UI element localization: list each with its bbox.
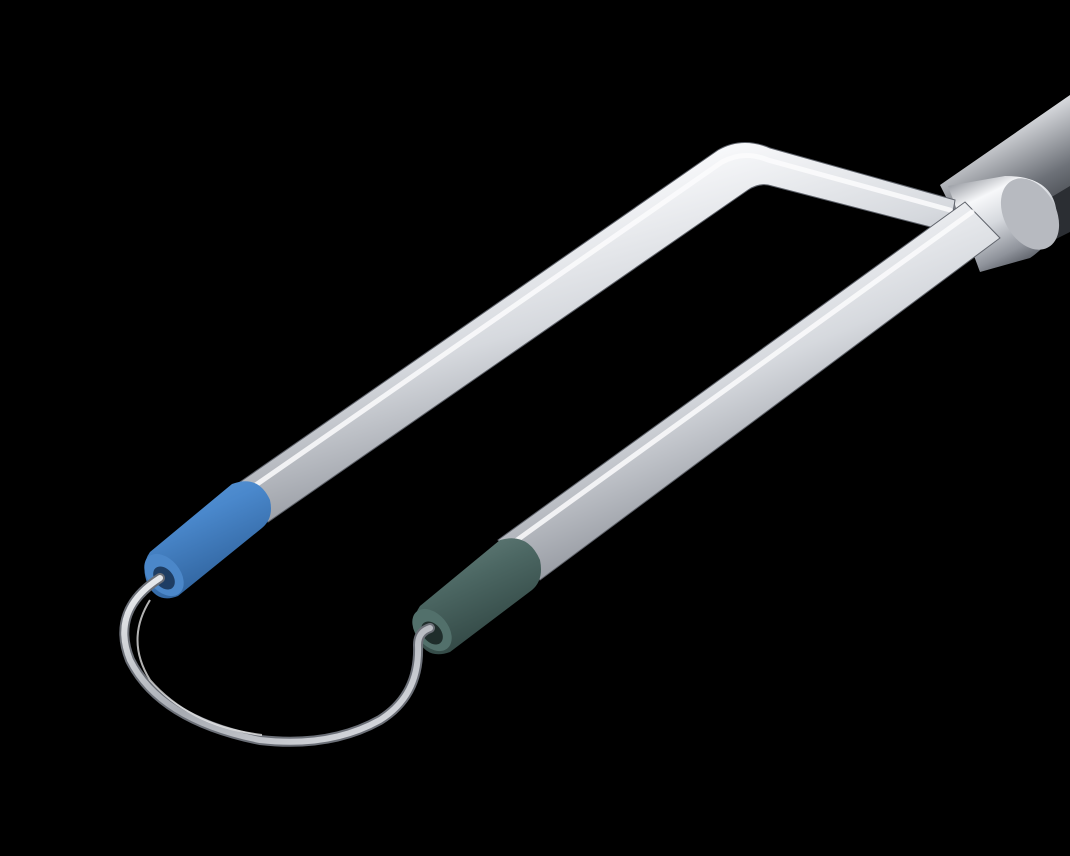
wire-loop-electrode	[119, 573, 435, 747]
green-insulator-tip	[412, 538, 541, 655]
